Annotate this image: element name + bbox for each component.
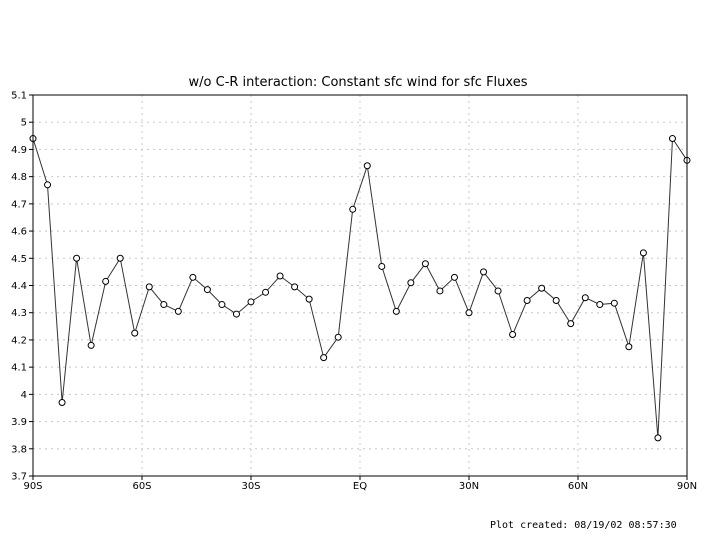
- x-tick-label: 60N: [568, 481, 588, 492]
- data-point: [232, 310, 240, 318]
- x-tick-label: EQ: [353, 481, 367, 492]
- data-point: [639, 249, 647, 257]
- data-point: [102, 277, 110, 285]
- x-tick-label: 90S: [23, 481, 42, 492]
- y-tick-label: 3.8: [11, 444, 27, 455]
- y-tick-label: 4.9: [11, 145, 27, 156]
- data-point: [421, 260, 429, 268]
- data-point: [581, 294, 589, 302]
- data-point: [668, 135, 676, 143]
- data-point: [450, 273, 458, 281]
- data-point: [363, 162, 371, 170]
- data-point: [509, 330, 517, 338]
- data-point: [596, 301, 604, 309]
- data-point: [160, 301, 168, 309]
- data-point: [465, 309, 473, 317]
- data-point: [174, 307, 182, 315]
- y-tick-label: 4.3: [11, 308, 27, 319]
- series-line: [32, 136, 688, 438]
- x-tick-label: 60S: [132, 481, 151, 492]
- y-tick-label: 4: [21, 390, 27, 401]
- plot-frame: [32, 94, 688, 477]
- data-point: [480, 268, 488, 276]
- data-point: [654, 434, 662, 442]
- y-tick-label: 4.4: [11, 281, 27, 292]
- x-axis: 90S 60S 30S EQ 30N 60N 90N: [23, 476, 697, 492]
- data-point: [203, 286, 211, 294]
- y-tick-label: 3.9: [11, 417, 27, 428]
- data-point: [131, 329, 139, 337]
- data-point: [276, 272, 284, 280]
- data-point: [247, 298, 255, 306]
- data-point: [189, 273, 197, 281]
- data-point: [262, 288, 270, 296]
- y-tick-label: 5: [21, 118, 27, 129]
- data-point: [73, 254, 81, 262]
- y-tick-label: 4.8: [11, 172, 27, 183]
- x-tick-label: 30N: [459, 481, 479, 492]
- y-tick-label: 4.6: [11, 227, 27, 238]
- data-point: [552, 296, 560, 304]
- data-point: [538, 284, 546, 292]
- data-point: [334, 333, 342, 341]
- data-point: [116, 254, 124, 262]
- y-tick-label: 4.7: [11, 199, 27, 210]
- x-tick-label: 90N: [677, 481, 697, 492]
- y-tick-label: 4.1: [11, 363, 27, 374]
- data-point: [145, 283, 153, 291]
- chart-title: w/o C-R interaction: Constant sfc wind f…: [189, 75, 528, 90]
- data-point: [567, 320, 575, 328]
- y-tick-label: 3.7: [11, 472, 27, 483]
- data-point: [436, 287, 444, 295]
- data-point: [305, 295, 313, 303]
- data-point: [407, 279, 415, 287]
- data-point: [320, 354, 328, 362]
- gridlines: [33, 95, 687, 476]
- x-tick-label: 30S: [241, 481, 260, 492]
- plot-created-footer: Plot created: 08/19/02 08:57:30: [490, 520, 677, 531]
- series-layer: [29, 135, 691, 442]
- data-point: [44, 181, 52, 189]
- data-point: [523, 296, 531, 304]
- y-tick-label: 4.2: [11, 335, 27, 346]
- y-tick-label: 4.5: [11, 254, 27, 265]
- data-point: [378, 262, 386, 270]
- y-axis: 3.7 3.8 3.9 4 4.1 4.2 4.3 4.4 4.5 4.6 4.7 4.8 4.9 5 5.…: [11, 91, 33, 483]
- data-point: [218, 301, 226, 309]
- y-tick-label: 5.1: [11, 91, 27, 102]
- data-point: [494, 287, 502, 295]
- data-point: [625, 343, 633, 351]
- data-point: [610, 299, 618, 307]
- data-point: [291, 283, 299, 291]
- data-point: [58, 399, 66, 407]
- data-point: [87, 341, 95, 349]
- data-point: [349, 205, 357, 213]
- data-point: [392, 307, 400, 315]
